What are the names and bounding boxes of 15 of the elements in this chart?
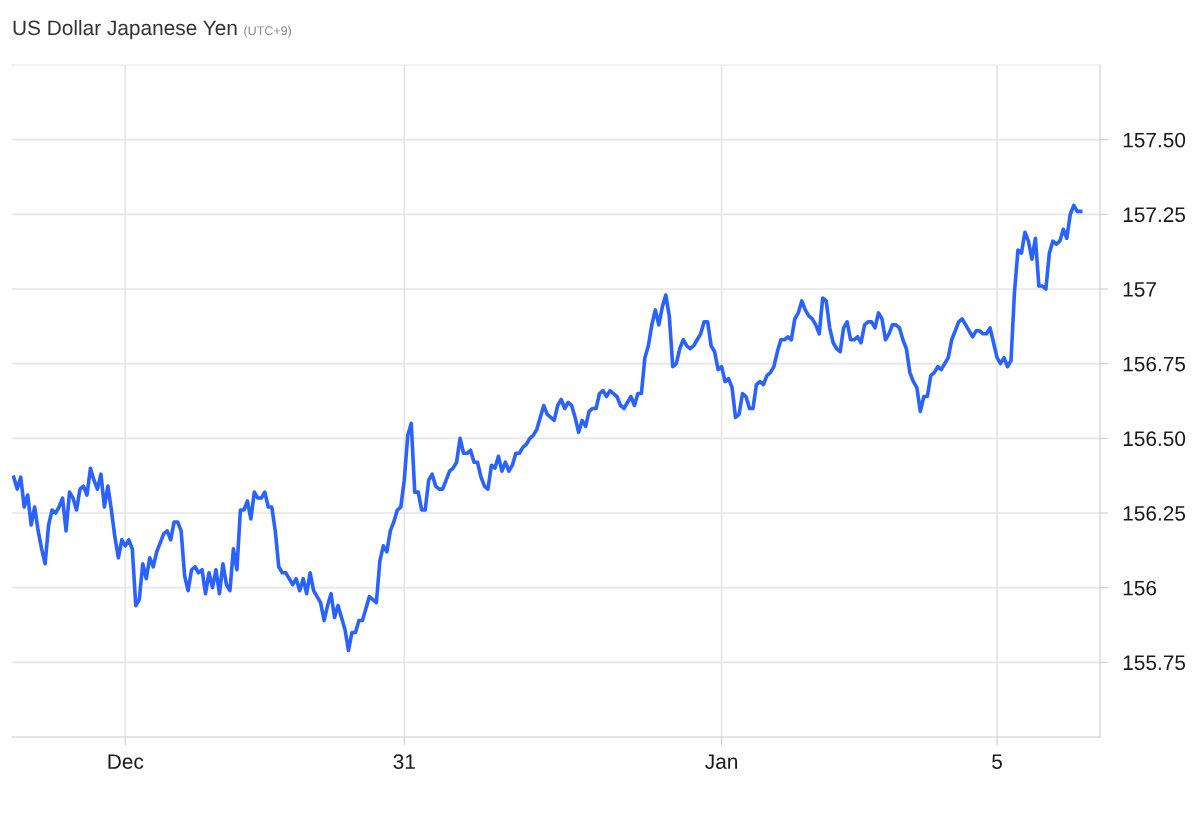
- y-tick-label: 156.25: [1123, 506, 1186, 521]
- chart-subtitle: (UTC+9): [244, 25, 291, 38]
- x-tick-label: 5: [992, 754, 1002, 769]
- y-tick-label: 155.75: [1123, 655, 1186, 671]
- y-tick-label: 157: [1123, 282, 1156, 297]
- y-tick-label: 156.75: [1123, 356, 1186, 372]
- chart-title: US Dollar Japanese Yen: [13, 19, 237, 40]
- x-tick-label: 31: [393, 754, 415, 769]
- line-series: [12, 203, 1083, 653]
- y-tick-label: 156.50: [1123, 431, 1186, 447]
- y-tick-label: 157.25: [1123, 207, 1186, 223]
- x-tick-label: Jan: [705, 754, 738, 769]
- x-tick-label: Dec: [108, 754, 144, 769]
- y-tick-label: 156: [1123, 580, 1157, 596]
- y-tick-label: 157.50: [1123, 132, 1186, 148]
